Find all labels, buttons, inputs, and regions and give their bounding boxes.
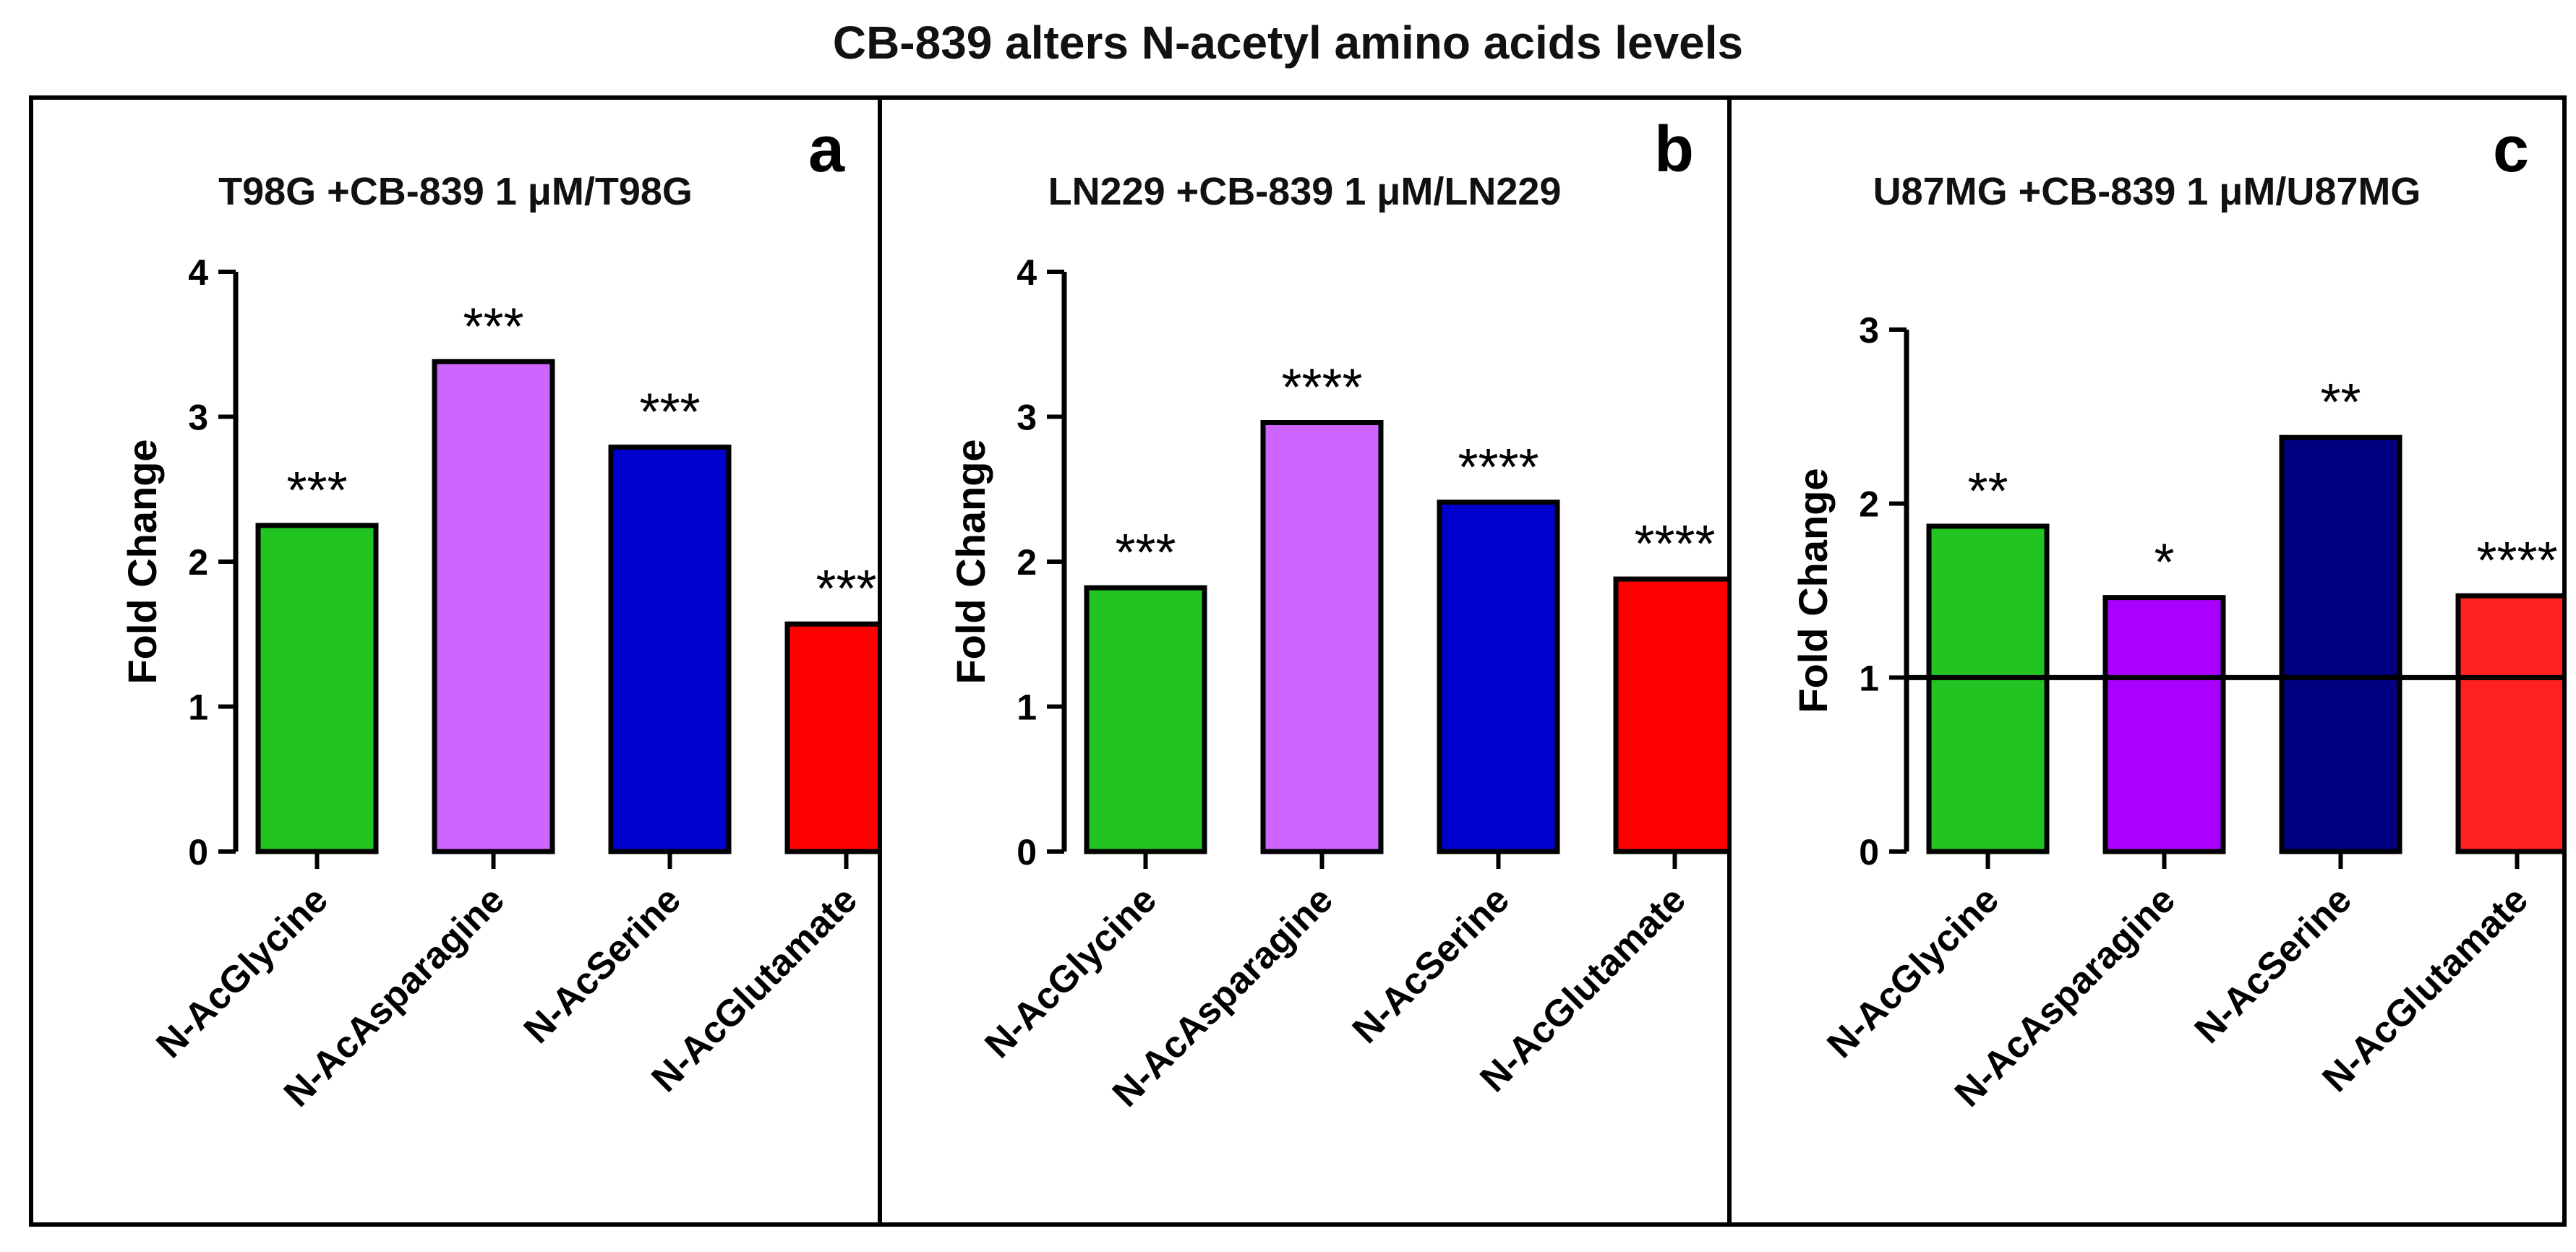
bar — [1926, 523, 2050, 854]
panel-letter: c — [2492, 113, 2529, 186]
panel-c: c U87MG +CB-839 1 μM/U87MG 0 1 2 3 Fold Chan… — [1727, 100, 2562, 1222]
panel-letter: a — [808, 113, 844, 186]
y-tick-label: 1 — [188, 687, 208, 728]
panel-a: a T98G +CB-839 1 μM/T98G 0 1 2 3 4 Fold Chang… — [33, 100, 878, 1222]
x-tick-label: N-AcSerine — [2187, 878, 2360, 1051]
significance-label: *** — [1115, 524, 1176, 582]
bar — [784, 621, 878, 854]
significance-label: **** — [1634, 515, 1715, 573]
x-tick-label: N-AcSerine — [516, 878, 689, 1051]
bar — [1613, 576, 1727, 854]
bar — [255, 523, 379, 854]
significance-label: *** — [639, 384, 700, 442]
y-axis-label: Fold Change — [119, 439, 165, 684]
bar — [608, 445, 732, 854]
bar — [2102, 595, 2226, 854]
y-tick-label: 2 — [1859, 484, 1879, 525]
y-tick-label: 3 — [188, 398, 208, 438]
y-tick-label: 2 — [188, 542, 208, 583]
bar — [2455, 593, 2562, 854]
panel-title: U87MG +CB-839 1 μM/U87MG — [1873, 170, 2421, 213]
panels-frame: a T98G +CB-839 1 μM/T98G 0 1 2 3 4 Fold Chang… — [29, 95, 2567, 1227]
bar — [1260, 420, 1384, 854]
bar — [432, 359, 555, 854]
significance-label: **** — [1281, 359, 1362, 417]
y-tick-label: 0 — [188, 832, 208, 872]
panel-letter: b — [1654, 113, 1694, 186]
y-tick-label: 2 — [1017, 542, 1037, 583]
y-tick-label: 4 — [188, 252, 208, 293]
significance-label: ** — [2320, 374, 2361, 432]
x-tick-label: N-AcGlycine — [1819, 878, 2007, 1066]
figure-title: CB-839 alters N-acetyl amino acids level… — [832, 17, 1744, 69]
bar — [2279, 434, 2402, 854]
significance-label: *** — [463, 298, 523, 356]
x-tick-label: N-AcGlycine — [977, 878, 1165, 1066]
x-tick-label: N-AcGlycine — [148, 878, 336, 1066]
y-tick-label: 0 — [1017, 832, 1037, 872]
significance-label: **** — [2476, 532, 2557, 590]
panel-b: b LN229 +CB-839 1 μM/LN229 0 1 2 3 4 Fold Cha… — [878, 100, 1727, 1222]
panel-title: LN229 +CB-839 1 μM/LN229 — [1048, 170, 1562, 213]
y-tick-label: 0 — [1859, 832, 1879, 872]
bar — [1084, 585, 1207, 854]
y-tick-label: 1 — [1859, 658, 1879, 698]
bar — [1437, 499, 1560, 854]
y-tick-label: 4 — [1017, 252, 1037, 293]
y-tick-label: 3 — [1859, 310, 1879, 351]
y-axis-label: Fold Change — [1790, 468, 1836, 713]
y-tick-label: 1 — [1017, 687, 1037, 728]
y-tick-label: 3 — [1017, 398, 1037, 438]
y-axis-label: Fold Change — [948, 439, 993, 684]
x-tick-label: N-AcSerine — [1345, 878, 1518, 1051]
significance-label: *** — [816, 560, 876, 618]
significance-label: * — [2154, 534, 2174, 592]
significance-label: **** — [1458, 439, 1539, 497]
panel-title: T98G +CB-839 1 μM/T98G — [218, 170, 693, 213]
significance-label: ** — [1967, 463, 2008, 520]
significance-label: *** — [286, 462, 347, 520]
